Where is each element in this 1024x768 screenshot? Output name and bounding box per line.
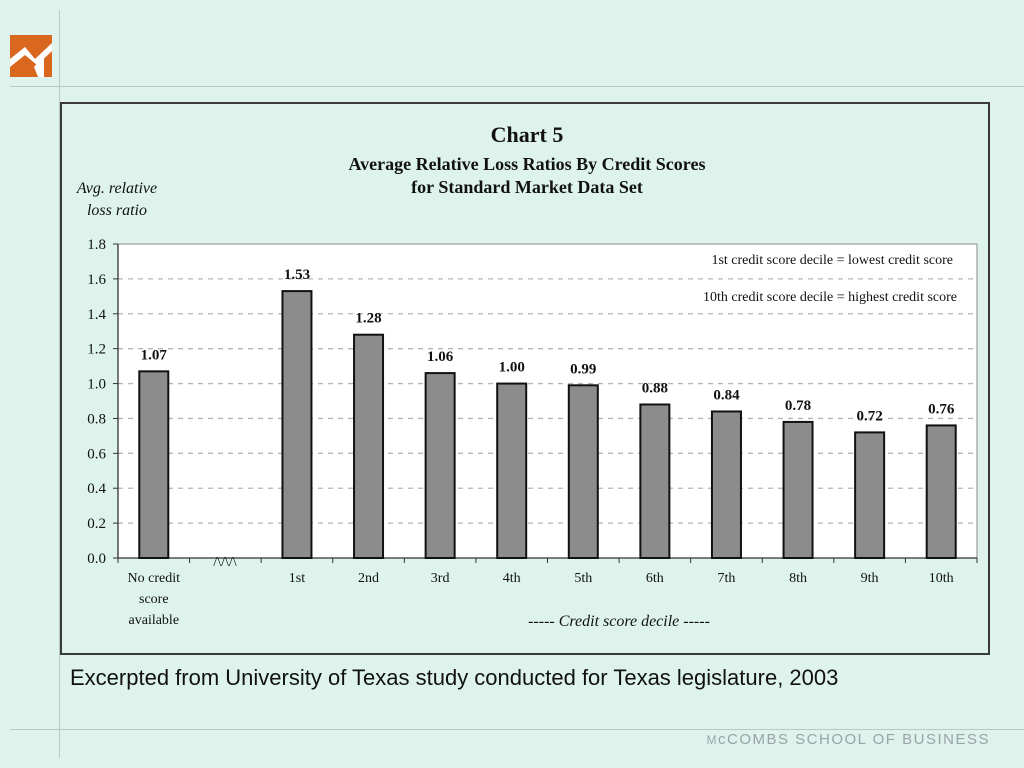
y-tick-label: 1.0 bbox=[87, 377, 106, 393]
y-tick-label: 0.2 bbox=[87, 516, 106, 532]
bar-value-label: 0.76 bbox=[928, 401, 955, 417]
bar bbox=[854, 431, 886, 559]
x-axis-title: ----- Credit score decile ----- bbox=[528, 613, 710, 630]
y-tick-label: 1.2 bbox=[87, 342, 106, 358]
vertical-rule bbox=[59, 10, 60, 758]
bar-value-label: 1.28 bbox=[355, 311, 381, 327]
bar bbox=[424, 372, 456, 560]
x-tick-label: 9th bbox=[861, 571, 879, 586]
x-tick-label: 8th bbox=[789, 571, 807, 586]
bar-value-label: 0.72 bbox=[857, 408, 883, 424]
bar bbox=[138, 370, 170, 559]
bar-value-label: 0.88 bbox=[642, 380, 668, 396]
brand-rest: cCOMBS SCHOOL OF BUSINESS bbox=[718, 731, 990, 748]
chart-title: Chart 5 bbox=[491, 122, 564, 147]
bar bbox=[639, 403, 671, 559]
bar bbox=[353, 333, 385, 559]
y-tick-label: 0.4 bbox=[87, 481, 106, 497]
note-highest-credit-score: 10th credit score decile = highest credi… bbox=[703, 290, 957, 305]
x-tick-label: 4th bbox=[503, 571, 521, 586]
x-tick-label: 5th bbox=[574, 571, 592, 586]
bar-value-label: 0.99 bbox=[570, 361, 596, 377]
chart-frame: Chart 5 Average Relative Loss Ratios By … bbox=[60, 102, 990, 655]
bar-value-label: 1.00 bbox=[499, 360, 525, 376]
x-tick-label: 1st bbox=[289, 571, 305, 586]
x-tick-label: 10th bbox=[929, 571, 954, 586]
school-logo bbox=[10, 35, 52, 77]
bar bbox=[496, 382, 528, 559]
school-brand-text: McCOMBS SCHOOL OF BUSINESS bbox=[706, 731, 990, 748]
x-tick-label: 6th bbox=[646, 571, 664, 586]
x-tick-label: 2nd bbox=[358, 571, 379, 586]
source-caption: Excerpted from University of Texas study… bbox=[70, 665, 839, 690]
y-tick-label: 1.6 bbox=[87, 272, 106, 288]
chart-subtitle-line-1: Average Relative Loss Ratios By Credit S… bbox=[349, 154, 706, 174]
x-tick-label: 3rd bbox=[431, 571, 450, 586]
note-lowest-credit-score: 1st credit score decile = lowest credit … bbox=[711, 253, 953, 268]
x-tick-label: 7th bbox=[718, 571, 736, 586]
bar-value-label: 1.07 bbox=[141, 347, 168, 363]
y-tick-label: 0.0 bbox=[87, 551, 106, 567]
y-axis-label-line-1: Avg. relative bbox=[76, 180, 157, 197]
bar bbox=[925, 424, 957, 559]
plot-area bbox=[117, 243, 978, 559]
bar-value-label: 1.06 bbox=[427, 349, 454, 365]
bar-value-label: 0.84 bbox=[713, 387, 740, 403]
bar bbox=[281, 290, 313, 559]
bar-value-label: 0.78 bbox=[785, 398, 811, 414]
chart-subtitle-line-2: for Standard Market Data Set bbox=[411, 177, 643, 197]
x-tick-label: No credit score available bbox=[128, 571, 181, 628]
bar bbox=[710, 410, 742, 560]
bottom-rule bbox=[10, 729, 1024, 730]
axis-break-marker: /\/\/\ bbox=[213, 555, 236, 570]
y-tick-label: 1.4 bbox=[87, 307, 106, 323]
top-rule bbox=[10, 86, 1024, 87]
bar bbox=[567, 384, 599, 559]
chart-canvas: Chart 5 Average Relative Loss Ratios By … bbox=[76, 122, 978, 630]
y-axis-label-line-2: loss ratio bbox=[87, 202, 147, 219]
bar bbox=[782, 420, 814, 559]
bar-value-label: 1.53 bbox=[284, 267, 310, 283]
y-tick-label: 1.8 bbox=[87, 237, 106, 253]
y-tick-label: 0.6 bbox=[87, 446, 106, 462]
y-tick-label: 0.8 bbox=[87, 411, 106, 427]
